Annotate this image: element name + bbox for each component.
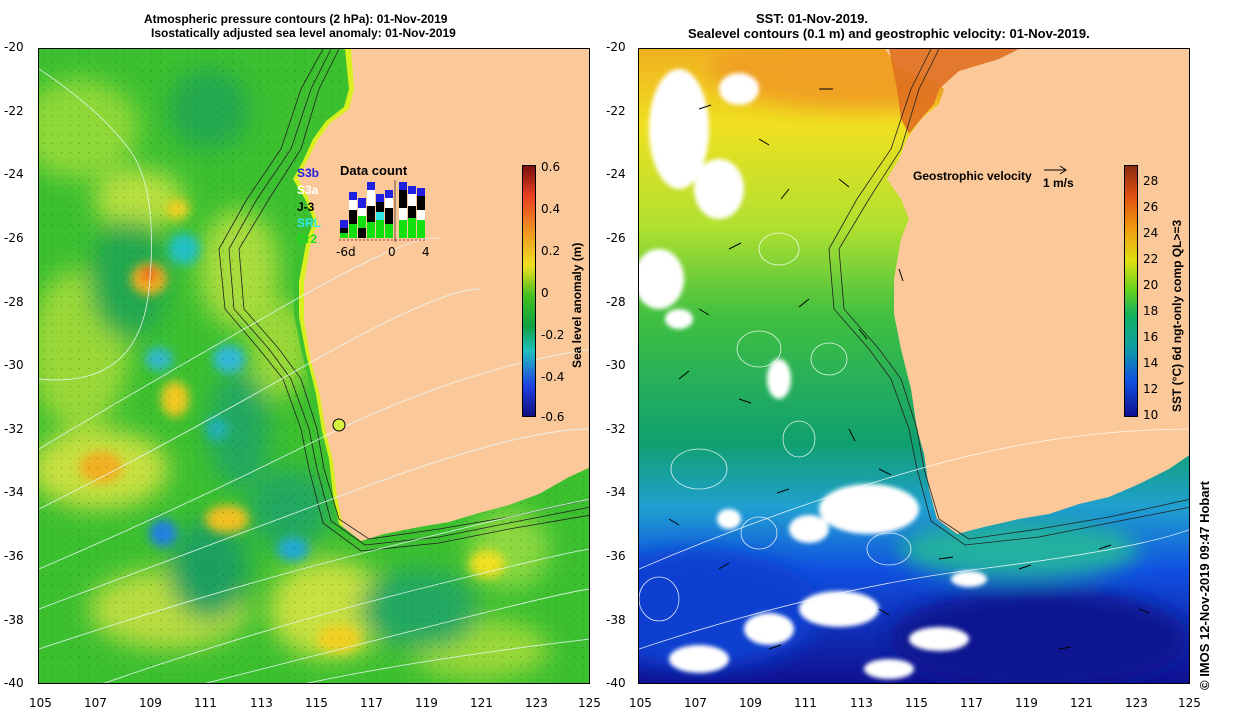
imos-credit: © IMOS 12-Nov-2019 09:47 Hobart [1197,481,1212,690]
legend-sat-cr2: Cr2 [297,232,318,246]
left-lon-tick: 117 [360,696,383,710]
left-lon-tick: 121 [470,696,493,710]
right-lat-tick: -24 [606,167,626,181]
sst-cbar-tick-10: 10 [1143,408,1159,422]
right-lon-tick: 123 [1125,696,1148,710]
sla-colorbar-label: Sea level anomaly (m) [570,242,584,368]
right-lat-tick: -26 [606,231,626,245]
data-count-title: Data count [340,163,408,178]
sla-map [39,49,589,683]
sst-cbar-tick-28: 28 [1143,174,1159,188]
right-lon-tick: 119 [1015,696,1038,710]
right-lon-tick: 113 [850,696,873,710]
right-lon-tick: 115 [905,696,928,710]
land-australia [298,49,589,541]
legend-sat-s3a: S3a [297,183,319,197]
sla-cbar-tick-1: 0.4 [541,202,561,216]
left-lat-tick: -30 [4,358,24,372]
sst-cbar-tick-26: 26 [1143,200,1159,214]
sst-cbar-tick-24: 24 [1143,226,1159,240]
left-lon-tick: 107 [84,696,107,710]
left-title-line2: Isostatically adjusted sea level anomaly… [151,26,456,40]
sla-cbar-tick-6: -0.6 [541,410,565,424]
sla-map-panel [38,48,590,684]
right-title-line2: Sealevel contours (0.1 m) and geostrophi… [688,26,1090,41]
right-lat-tick: -28 [606,295,626,309]
left-lat-tick: -22 [4,104,24,118]
data-count-axis-start: -6d [336,245,356,259]
right-lat-tick: -22 [606,104,626,118]
sla-cbar-tick-2: 0.2 [541,244,561,258]
left-lat-tick: -28 [4,295,24,309]
right-lon-tick: 107 [684,696,707,710]
right-lon-tick: 125 [1178,696,1201,710]
sst-colorbar-label: SST (°C) 6d ngt-only comp QL>=3 [1170,219,1184,412]
left-lon-tick: 113 [250,696,273,710]
right-lat-tick: -32 [606,422,626,436]
left-lon-tick: 115 [305,696,328,710]
left-lon-tick: 125 [578,696,601,710]
sst-cbar-tick-22: 22 [1143,252,1159,266]
right-lon-tick: 121 [1070,696,1093,710]
left-title-line1: Atmospheric pressure contours (2 hPa): 0… [144,12,448,26]
right-lat-tick: -34 [606,485,626,499]
left-lat-tick: -26 [4,231,24,245]
legend-sat-s3b: S3b [297,166,320,180]
legend-sat-srl: SRL [297,216,321,230]
data-count-axis-end: 4 [422,245,430,259]
sst-map-panel [638,48,1190,684]
sst-map [639,49,1189,683]
right-lon-tick: 111 [794,696,817,710]
right-lat-tick: -20 [606,40,626,54]
left-lat-tick: -20 [4,40,24,54]
right-lat-tick: -38 [606,613,626,627]
sst-cbar-tick-16: 16 [1143,330,1159,344]
left-lon-tick: 119 [415,696,438,710]
legend-sat-j3: J-3 [297,200,315,214]
left-lon-tick: 111 [194,696,217,710]
sla-cbar-tick-3: 0 [541,286,549,300]
left-lat-tick: -34 [4,485,24,499]
right-lon-tick: 109 [739,696,762,710]
tide-gauge-marker [332,418,346,432]
left-lat-tick: -40 [4,676,24,690]
data-count-histogram [339,180,426,242]
right-lon-tick: 117 [960,696,983,710]
sla-cbar-tick-4: -0.2 [541,328,565,342]
sst-cbar-tick-18: 18 [1143,304,1159,318]
velocity-legend-label: Geostrophic velocity [913,169,1032,183]
velocity-scale-label: 1 m/s [1043,176,1074,190]
sla-cbar-tick-0: 0.6 [541,160,561,174]
right-lat-tick: -36 [606,549,626,563]
right-lat-tick: -30 [606,358,626,372]
data-count-axis-zero: 0 [388,245,396,259]
sla-cbar-tick-5: -0.4 [541,370,565,384]
sst-colorbar [1124,165,1138,417]
left-lat-tick: -32 [4,422,24,436]
land-australia [885,49,1189,534]
left-lon-tick: 109 [139,696,162,710]
sst-cbar-tick-20: 20 [1143,278,1159,292]
sst-cbar-tick-12: 12 [1143,382,1159,396]
left-lon-tick: 105 [29,696,52,710]
velocity-scale-arrow [1044,165,1067,175]
left-lon-tick: 123 [525,696,548,710]
right-title-line1: SST: 01-Nov-2019. [756,11,868,26]
right-lat-tick: -40 [606,676,626,690]
sst-cbar-tick-14: 14 [1143,356,1159,370]
right-lon-tick: 105 [629,696,652,710]
sla-colorbar [522,165,536,417]
left-lat-tick: -38 [4,613,24,627]
left-lat-tick: -24 [4,167,24,181]
left-lat-tick: -36 [4,549,24,563]
